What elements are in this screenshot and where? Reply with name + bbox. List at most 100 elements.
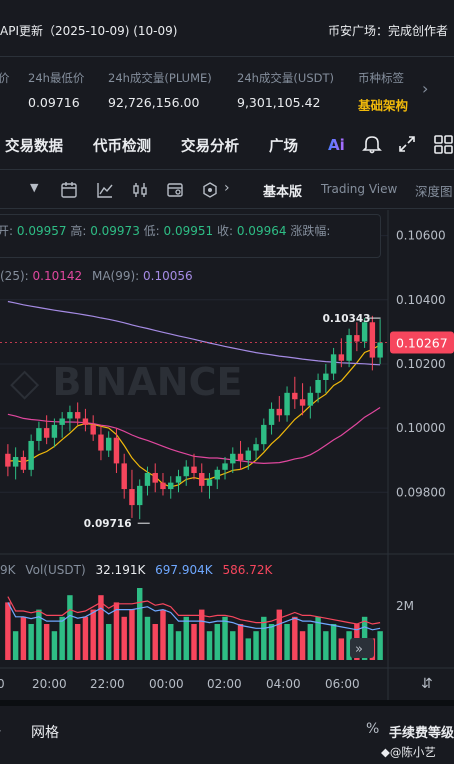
candle: [105, 431, 112, 457]
price-chart[interactable]: ◇ BINANCE 0.10600 0.10400 0.10200 0.10000 0.…: [0, 210, 454, 700]
candle-body: [292, 392, 298, 400]
candle: [28, 434, 34, 477]
volume-bar: [284, 624, 290, 660]
y-tick-label: 0.10600: [396, 229, 446, 243]
volume-bar: [67, 595, 73, 660]
candle: [175, 469, 182, 493]
candle: [245, 447, 251, 470]
bell-icon[interactable]: [361, 133, 383, 155]
depth-chart-tab[interactable]: 深度图: [415, 184, 453, 199]
stat-value-vol-base: 92,726,156.00: [108, 95, 200, 110]
candle-body: [307, 392, 314, 406]
caret-down-icon[interactable]: ▼: [30, 181, 39, 194]
candle: [82, 408, 89, 432]
candle-body: [43, 428, 50, 438]
stat-value-vol-quote: 9,301,105.42: [237, 95, 321, 110]
candle: [168, 476, 174, 499]
candle-body: [253, 444, 259, 451]
volume-bar: [276, 609, 283, 660]
basic-view-tab[interactable]: 基本版: [263, 185, 303, 200]
stats-strip: 价 24h最低价 24h成交量(PLUME) 24h成交量(USDT) 币种标签…: [0, 56, 454, 120]
hexagon-icon[interactable]: [201, 181, 219, 199]
candle: [98, 424, 104, 461]
candle: [43, 415, 50, 445]
candle: [67, 405, 73, 432]
candle-style-icon[interactable]: [131, 181, 149, 199]
volume-legend: 9K Vol(USDT) 32.191K 697.904K 586.72K: [0, 563, 272, 577]
volume-bar: [214, 624, 220, 660]
chevron-right-icon[interactable]: ›: [0, 723, 2, 739]
chevron-right-icon[interactable]: ›: [224, 180, 230, 196]
candle-body: [5, 453, 11, 467]
square-announcement[interactable]: 币安广场：完成创作者: [328, 24, 449, 38]
tab-square[interactable]: 广场: [269, 139, 298, 155]
volume-bar: [253, 631, 259, 660]
candle-body: [276, 408, 283, 416]
volume-bar: [377, 631, 383, 660]
candle-body: [354, 335, 360, 342]
candle-body: [299, 399, 306, 406]
candle-body: [160, 482, 166, 490]
indicator-icon[interactable]: [96, 181, 114, 199]
candle: [36, 421, 42, 451]
stat-value-tag[interactable]: 基础架构: [358, 98, 409, 113]
chart-toolbar: ▼ › 基本版 Trading View 深度图: [0, 171, 454, 209]
y-tick-label: 0.10200: [396, 357, 446, 371]
expand-icon[interactable]: [396, 133, 418, 155]
tab-token-check[interactable]: 代币检测: [93, 139, 151, 155]
volume-bar: [20, 616, 27, 660]
candle: [51, 418, 58, 448]
watermark: ◇ BINANCE: [10, 360, 242, 404]
candle: [268, 402, 275, 435]
volume-bar: [230, 631, 236, 660]
volume-bar: [323, 631, 329, 660]
candle: [237, 440, 244, 470]
volume-bar: [299, 631, 306, 660]
candle-body: [268, 408, 275, 425]
candle: [346, 328, 352, 368]
volume-bar: [129, 609, 135, 660]
grid-trading-tab[interactable]: 网格: [31, 725, 59, 741]
volume-bar: [152, 624, 158, 660]
volume-bar: [245, 638, 251, 660]
grid-icon[interactable]: [432, 133, 454, 155]
open-label: 开:: [0, 224, 14, 238]
tradingview-tab[interactable]: Trading View: [321, 182, 398, 196]
candle-body: [230, 453, 236, 464]
chart-labels: 0.10600 0.10400 0.10200 0.10000 0.09800 0.103…: [0, 229, 454, 692]
volume-bar: [113, 602, 120, 660]
candle-body: [346, 335, 352, 361]
candle-body: [245, 450, 251, 461]
candle: [90, 415, 96, 441]
candle: [20, 450, 27, 474]
volume-bar: [268, 624, 275, 660]
announcement-text[interactable]: API更新（2025-10-09) (10-09): [0, 24, 178, 38]
volume-bar: [206, 631, 213, 660]
candle-body: [361, 322, 368, 342]
fee-tier-link[interactable]: 手续费等级: [389, 726, 454, 741]
high-price-label: 0.10343: [323, 313, 371, 325]
volume-bar: [307, 624, 314, 660]
tab-trade-analysis[interactable]: 交易分析: [181, 139, 239, 155]
percent-icon[interactable]: %: [366, 721, 380, 737]
chart-canvas[interactable]: ◇ BINANCE 0.106000.104000.102000.100000.…: [0, 210, 454, 700]
ai-icon[interactable]: Ai: [326, 133, 348, 155]
stat-label-price: 价: [0, 71, 10, 85]
low-price-label: 0.09716: [84, 518, 132, 530]
candle-body: [191, 466, 197, 474]
chevron-right-icon[interactable]: ›: [422, 79, 429, 98]
jump-latest-button: [350, 638, 374, 658]
candle: [299, 383, 306, 416]
ma99-line: [7, 300, 381, 366]
candle-body: [90, 424, 96, 435]
author-name: @陈小艺: [389, 745, 436, 759]
tab-trading-data[interactable]: 交易数据: [5, 139, 63, 155]
candle-body: [261, 424, 267, 445]
calendar-icon[interactable]: [60, 181, 78, 199]
candle: [113, 428, 120, 474]
candle-body: [323, 373, 329, 380]
vol-label: Vol(USDT): [25, 563, 86, 577]
candle: [361, 318, 368, 348]
settings-panel-icon[interactable]: [166, 181, 184, 199]
volume-axis-label: 2M: [396, 599, 414, 613]
